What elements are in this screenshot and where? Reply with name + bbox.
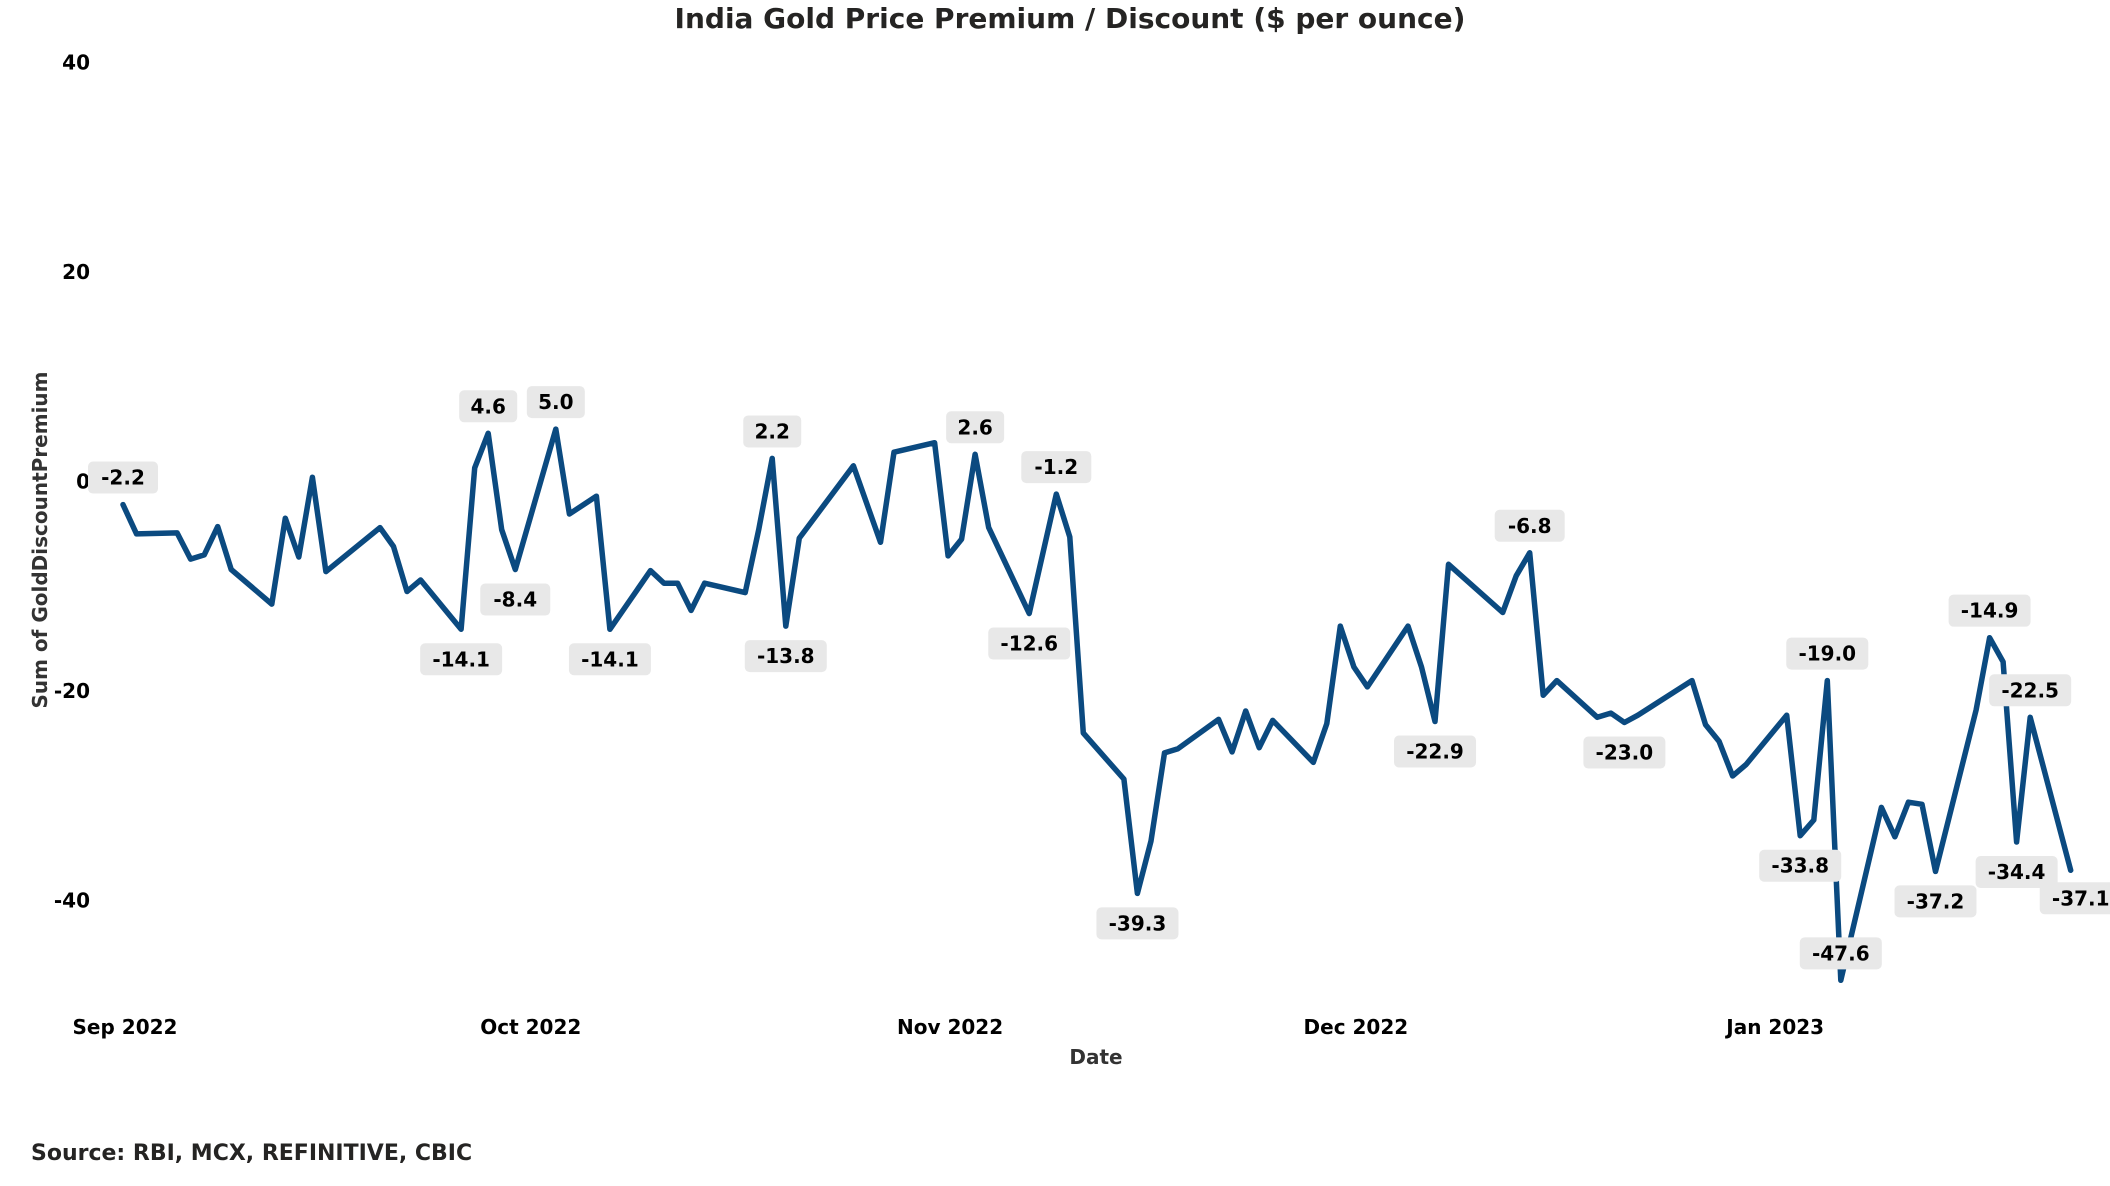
- x-tick-label: Jan 2023: [1724, 1015, 1824, 1039]
- data-label-background: [1021, 451, 1092, 484]
- data-label: -22.5: [1989, 674, 2072, 707]
- data-label: -13.8: [744, 640, 827, 673]
- data-label: 2.2: [743, 415, 802, 448]
- y-axis: 40 20 0 -20 -40: [54, 50, 90, 912]
- data-label: -39.3: [1096, 907, 1179, 940]
- y-tick-label: -40: [54, 889, 90, 913]
- data-label-background: [743, 415, 802, 448]
- data-label: -19.0: [1786, 637, 1869, 670]
- data-label-background: [459, 390, 518, 423]
- series-line-group: [120, 426, 2074, 984]
- data-label-background: [744, 640, 827, 673]
- data-label: -6.8: [1494, 509, 1565, 542]
- data-label-text: -13.8: [757, 644, 815, 668]
- data-label: -8.4: [480, 583, 551, 616]
- data-label: -33.8: [1759, 849, 1842, 882]
- data-label: 4.6: [459, 390, 518, 423]
- data-label-background: [420, 643, 503, 676]
- source-note: Source: RBI, MCX, REFINITIVE, CBIC: [31, 1141, 472, 1166]
- data-label-text: -19.0: [1798, 642, 1856, 666]
- data-label-background: [1894, 885, 1977, 918]
- data-label-text: 5.0: [538, 390, 573, 414]
- data-label-text: -14.1: [432, 647, 490, 671]
- data-label-background: [1759, 849, 1842, 882]
- x-tick-label: Oct 2022: [480, 1015, 581, 1039]
- data-label: 2.6: [946, 411, 1005, 444]
- data-label: -22.9: [1394, 735, 1477, 768]
- data-label-background: [88, 461, 158, 494]
- data-label-background: [2039, 882, 2110, 915]
- data-label-background: [1975, 856, 2058, 889]
- data-label-background: [1989, 674, 2072, 707]
- data-label-background: [1786, 637, 1869, 670]
- y-tick-label: 20: [62, 260, 90, 284]
- x-tick-label: Dec 2022: [1304, 1015, 1409, 1039]
- data-label-text: -47.6: [1812, 941, 1870, 965]
- data-label-text: -6.8: [1508, 514, 1552, 538]
- data-label-text: -37.1: [2052, 886, 2110, 910]
- data-label-text: -1.2: [1034, 455, 1078, 479]
- data-label: -37.1: [2039, 882, 2110, 915]
- data-label: -14.9: [1948, 594, 2031, 627]
- data-label-text: -12.6: [1000, 632, 1058, 656]
- data-label-background: [1494, 509, 1565, 542]
- data-label: 5.0: [526, 386, 585, 419]
- data-label-background: [1096, 907, 1179, 940]
- data-label-background: [480, 583, 551, 616]
- data-label-background: [526, 386, 585, 419]
- data-label-text: -34.4: [1988, 860, 2046, 884]
- data-label: -1.2: [1021, 451, 1092, 484]
- series-line: [120, 426, 2074, 984]
- data-label-background: [1394, 735, 1477, 768]
- data-label: -47.6: [1799, 937, 1882, 970]
- data-label-background: [568, 643, 651, 676]
- data-label: -23.0: [1583, 736, 1666, 769]
- y-tick-label: -20: [54, 679, 90, 703]
- y-tick-label: 0: [76, 470, 90, 494]
- data-label-text: -22.5: [2001, 678, 2059, 702]
- data-label-text: -8.4: [493, 588, 537, 612]
- x-axis-title: Date: [1069, 1045, 1122, 1069]
- x-tick-label: Sep 2022: [73, 1015, 178, 1039]
- data-label-background: [946, 411, 1005, 444]
- data-label: -37.2: [1894, 885, 1977, 918]
- data-label-background: [988, 627, 1071, 660]
- data-label-text: 2.6: [957, 415, 992, 439]
- data-label-text: -2.2: [101, 466, 145, 490]
- data-label: -14.1: [420, 643, 503, 676]
- data-label: -14.1: [568, 643, 651, 676]
- data-label-text: -39.3: [1109, 911, 1167, 935]
- x-axis: Sep 2022 Oct 2022 Nov 2022 Dec 2022 Jan 2023: [73, 1015, 1825, 1039]
- data-label-background: [1799, 937, 1882, 970]
- data-label: -12.6: [988, 627, 1071, 660]
- data-labels: -2.2 -14.1 4.6 -8.4 5.0 -14.1 2.2 -13.8 2.6 -12.6…: [88, 386, 2110, 970]
- data-label: -34.4: [1975, 856, 2058, 889]
- data-label-text: -37.2: [1907, 889, 1965, 913]
- data-label-background: [1583, 736, 1666, 769]
- data-label-text: -33.8: [1771, 854, 1829, 878]
- data-label-text: -14.1: [581, 647, 639, 671]
- data-label: -2.2: [88, 461, 158, 494]
- data-label-text: 4.6: [470, 394, 505, 418]
- data-label-text: -22.9: [1406, 739, 1464, 763]
- data-label-text: -14.9: [1961, 599, 2019, 623]
- chart-title: India Gold Price Premium / Discount ($ p…: [675, 2, 1466, 35]
- data-label-background: [1948, 594, 2031, 627]
- data-label-text: 2.2: [755, 419, 790, 443]
- y-axis-title: Sum of GoldDiscountPremium: [28, 371, 52, 708]
- x-tick-label: Nov 2022: [897, 1015, 1003, 1039]
- data-label-text: -23.0: [1596, 741, 1654, 765]
- y-tick-label: 40: [62, 50, 90, 74]
